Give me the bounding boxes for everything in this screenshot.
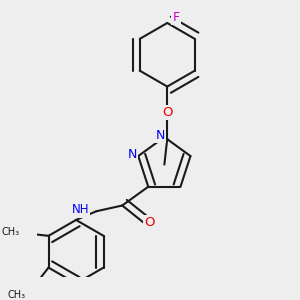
- Text: N: N: [155, 129, 165, 142]
- Text: F: F: [172, 11, 179, 24]
- Text: O: O: [144, 216, 155, 229]
- Text: N: N: [128, 148, 137, 161]
- Text: CH₃: CH₃: [2, 226, 20, 236]
- Text: NH: NH: [71, 203, 89, 216]
- Text: CH₃: CH₃: [7, 290, 26, 300]
- Text: O: O: [162, 106, 172, 119]
